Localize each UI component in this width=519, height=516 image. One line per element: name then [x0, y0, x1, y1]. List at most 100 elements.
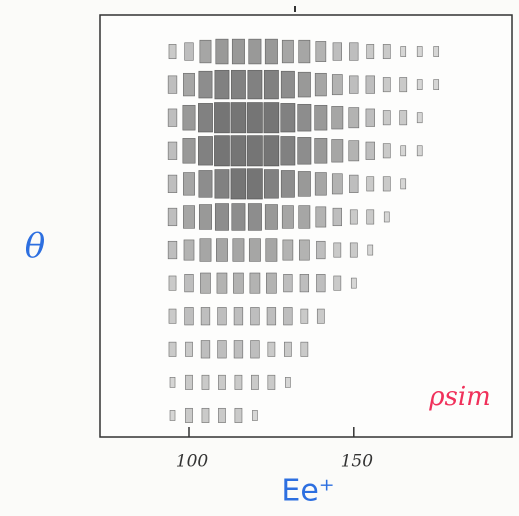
- cell-box: [331, 139, 344, 163]
- cell-box: [167, 240, 178, 260]
- cell-box: [314, 104, 328, 131]
- cell-box: [183, 239, 195, 261]
- cell-box: [333, 242, 342, 258]
- cell-box: [267, 374, 276, 390]
- cell-box: [331, 106, 344, 130]
- x-tick-label: 150: [341, 452, 374, 472]
- cell-box: [250, 307, 260, 326]
- cell-box: [230, 102, 247, 134]
- cell-box: [247, 69, 263, 100]
- cell-box: [214, 203, 229, 231]
- cell-box: [331, 173, 343, 195]
- cell-box: [218, 407, 226, 423]
- cell-box: [349, 209, 358, 225]
- cell-box: [416, 46, 423, 57]
- cell-box: [183, 72, 195, 97]
- cell-box: [367, 244, 374, 256]
- cell-box: [248, 38, 262, 65]
- cell-box: [184, 307, 194, 326]
- cell-box: [234, 374, 243, 390]
- cell-box: [234, 407, 243, 423]
- cell-box: [280, 136, 296, 166]
- cell-box: [167, 75, 178, 94]
- cell-box: [350, 277, 357, 289]
- cell-box: [217, 307, 227, 326]
- cell-box: [298, 205, 311, 229]
- cell-box: [167, 141, 178, 160]
- cell-box: [167, 108, 178, 127]
- cell-box: [230, 69, 246, 100]
- cell-box: [214, 69, 230, 100]
- cell-box: [263, 169, 279, 199]
- cell-box: [365, 141, 375, 160]
- cell-box: [184, 274, 194, 293]
- cell-box: [331, 74, 343, 96]
- cell-box: [185, 407, 193, 423]
- cell-box: [169, 410, 176, 421]
- cell-box: [200, 307, 211, 326]
- cell-box: [300, 308, 309, 324]
- cell-box: [231, 203, 246, 231]
- cell-box: [201, 407, 210, 423]
- cell-box: [214, 135, 230, 167]
- cell-box: [316, 240, 326, 260]
- cell-box: [264, 204, 278, 230]
- cell-box: [263, 135, 280, 167]
- cell-box: [168, 308, 177, 324]
- cell-box: [349, 242, 358, 258]
- cell-box: [281, 39, 294, 64]
- cell-box: [263, 102, 280, 134]
- cell-box: [214, 169, 230, 199]
- cell-box: [416, 112, 423, 124]
- cell-box: [232, 238, 245, 262]
- cell-box: [247, 102, 263, 134]
- cell-box: [184, 42, 194, 61]
- cell-box: [332, 42, 342, 61]
- cell-box: [283, 341, 292, 357]
- cell-box: [416, 145, 423, 157]
- cell-box: [231, 38, 245, 65]
- cell-box: [216, 272, 228, 294]
- cell-box: [349, 42, 359, 61]
- cell-box: [382, 110, 391, 126]
- cell-box: [200, 272, 211, 294]
- cell-box: [332, 207, 342, 227]
- cell-box: [217, 340, 227, 359]
- cell-box: [282, 239, 294, 261]
- cell-box: [167, 207, 178, 227]
- cell-box: [199, 238, 212, 262]
- cell-box: [214, 102, 230, 134]
- cell-box: [400, 178, 407, 190]
- cell-box: [183, 205, 195, 229]
- cell-box: [263, 69, 279, 100]
- cell-box: [216, 238, 228, 262]
- cell-box: [167, 174, 178, 193]
- cell-box: [247, 203, 262, 231]
- cell-box: [281, 205, 294, 229]
- cell-box: [433, 46, 440, 57]
- cell-box: [198, 170, 213, 198]
- cell-box: [299, 274, 310, 293]
- cell-box: [314, 172, 327, 196]
- cell-box: [366, 176, 375, 192]
- cell-box: [251, 374, 259, 390]
- cell-box: [169, 377, 176, 388]
- cell-box: [198, 136, 213, 166]
- cell-box: [233, 307, 244, 326]
- cell-box: [266, 272, 277, 294]
- cell-box: [183, 172, 195, 196]
- cell-box: [297, 171, 311, 197]
- cell-box: [266, 307, 277, 326]
- cell-box: [399, 110, 408, 126]
- x-axis-label: Ee⁺: [281, 474, 334, 509]
- cell-box: [264, 38, 278, 65]
- cell-box: [182, 138, 196, 164]
- cell-box: [230, 168, 247, 200]
- cell-box: [168, 275, 177, 291]
- cell-box: [297, 137, 312, 165]
- cell-box: [400, 145, 407, 157]
- cell-box: [297, 103, 312, 132]
- annotation: ρsim: [428, 382, 491, 412]
- cell-box: [198, 70, 213, 99]
- cell-box: [198, 204, 212, 230]
